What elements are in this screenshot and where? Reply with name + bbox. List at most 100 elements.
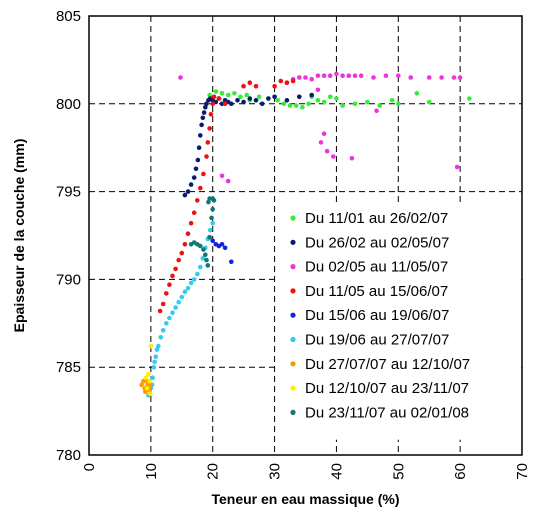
data-point bbox=[266, 96, 271, 101]
data-point bbox=[210, 238, 215, 244]
data-point bbox=[210, 101, 215, 107]
data-point bbox=[210, 220, 215, 226]
data-point bbox=[211, 94, 217, 100]
data-point bbox=[170, 310, 175, 316]
data-point bbox=[191, 175, 197, 180]
y-tick-label: 785 bbox=[56, 359, 81, 376]
data-point bbox=[244, 92, 249, 98]
y-tick-label: 780 bbox=[56, 447, 81, 464]
legend-label: Du 11/01 au 26/02/07 bbox=[305, 210, 448, 227]
data-point bbox=[222, 101, 228, 107]
data-point bbox=[216, 96, 222, 101]
data-point bbox=[207, 126, 212, 131]
legend-marker bbox=[290, 312, 296, 318]
data-point bbox=[143, 389, 148, 395]
legend: Du 11/01 au 26/02/07 Du 26/02 au 02/05/07… bbox=[276, 205, 521, 440]
data-point bbox=[389, 98, 395, 103]
data-point bbox=[198, 243, 203, 249]
data-point bbox=[207, 196, 212, 201]
data-point bbox=[327, 94, 333, 100]
data-point bbox=[147, 378, 152, 384]
data-point bbox=[284, 80, 290, 85]
data-point bbox=[147, 391, 153, 396]
data-point bbox=[315, 87, 321, 93]
data-point bbox=[151, 364, 157, 370]
data-point bbox=[195, 157, 201, 163]
x-tick-labels: 0 10 20 30 40 50 60 70 bbox=[81, 463, 531, 480]
data-point bbox=[170, 273, 175, 279]
legend-label: Du 23/11/07 au 02/01/08 bbox=[305, 404, 469, 421]
legend-box bbox=[276, 205, 521, 440]
data-point bbox=[201, 247, 206, 252]
data-point bbox=[383, 73, 389, 78]
data-point bbox=[439, 75, 444, 80]
data-point bbox=[327, 73, 333, 78]
data-point bbox=[182, 242, 188, 247]
data-point bbox=[179, 294, 185, 300]
data-point bbox=[297, 94, 302, 100]
data-point bbox=[204, 101, 209, 107]
data-point bbox=[185, 285, 191, 291]
data-point bbox=[309, 76, 315, 82]
data-point bbox=[331, 154, 336, 159]
data-point bbox=[241, 83, 246, 89]
data-point bbox=[178, 75, 183, 80]
data-point bbox=[259, 101, 265, 107]
data-point bbox=[209, 215, 214, 221]
y-tick-labels: 780 785 790 795 800 805 bbox=[56, 8, 81, 464]
data-point bbox=[196, 145, 202, 150]
data-point bbox=[139, 382, 144, 388]
data-point bbox=[229, 101, 234, 107]
data-point bbox=[204, 154, 209, 159]
data-point bbox=[247, 80, 253, 85]
data-point bbox=[225, 92, 231, 98]
data-point bbox=[334, 71, 339, 77]
data-point bbox=[272, 94, 277, 100]
data-point bbox=[195, 198, 200, 203]
y-axis-title: Epaisseur de la couche (mm) bbox=[11, 139, 27, 333]
data-point bbox=[154, 347, 160, 352]
data-point bbox=[287, 103, 293, 108]
legend-label: Du 15/06 au 19/06/07 bbox=[305, 307, 449, 324]
data-point bbox=[144, 386, 150, 391]
data-point bbox=[201, 171, 206, 177]
legend-marker bbox=[290, 215, 296, 221]
data-point bbox=[176, 257, 181, 263]
x-tick-label: 50 bbox=[390, 463, 407, 480]
data-point bbox=[203, 105, 208, 110]
data-point bbox=[426, 75, 432, 80]
data-point bbox=[358, 73, 364, 78]
legend-marker bbox=[290, 239, 296, 245]
data-point bbox=[290, 78, 296, 84]
data-point bbox=[150, 375, 155, 381]
data-point bbox=[297, 75, 302, 80]
data-point bbox=[306, 101, 311, 107]
data-point bbox=[235, 98, 240, 103]
data-point bbox=[153, 354, 159, 360]
data-point bbox=[219, 242, 225, 247]
data-point bbox=[253, 83, 259, 89]
data-point bbox=[146, 371, 151, 377]
x-tick-label: 60 bbox=[452, 463, 469, 480]
data-point bbox=[143, 375, 149, 381]
data-point bbox=[173, 305, 178, 310]
legend-label: Du 19/06 au 27/07/07 bbox=[305, 332, 449, 349]
x-axis-title: Teneur en eau massique (%) bbox=[211, 491, 399, 507]
data-point bbox=[188, 220, 194, 226]
data-point bbox=[198, 264, 203, 270]
data-point bbox=[334, 96, 339, 101]
data-point bbox=[371, 75, 376, 80]
data-point bbox=[324, 148, 330, 154]
data-point bbox=[457, 75, 463, 80]
data-point bbox=[188, 280, 194, 286]
data-point bbox=[157, 308, 163, 314]
data-point bbox=[173, 266, 178, 272]
data-point bbox=[340, 73, 345, 78]
data-point bbox=[346, 73, 352, 78]
data-point bbox=[275, 98, 281, 103]
legend-marker bbox=[290, 409, 296, 415]
data-point bbox=[278, 78, 284, 84]
data-point bbox=[182, 192, 188, 198]
data-point bbox=[207, 235, 212, 240]
data-point bbox=[167, 315, 172, 321]
